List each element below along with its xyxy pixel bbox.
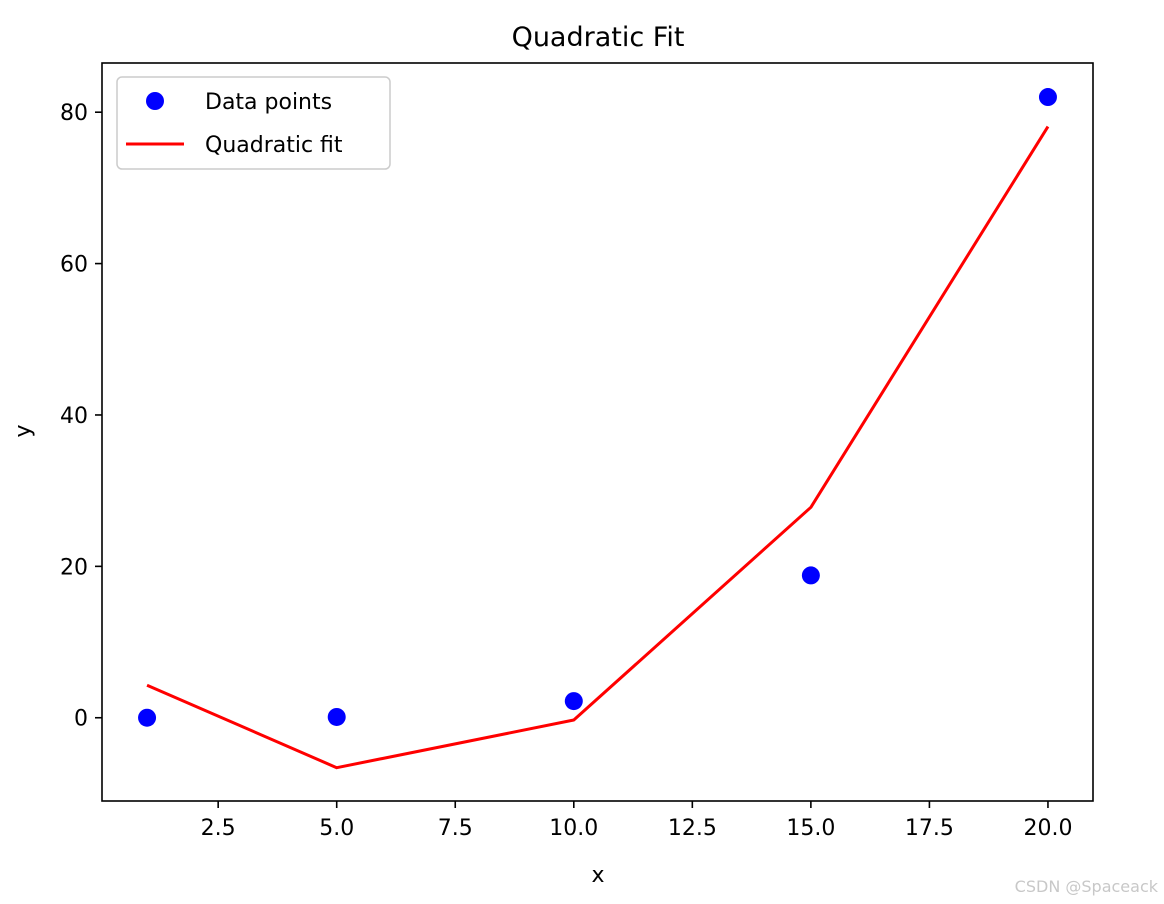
- data-point: [327, 707, 346, 726]
- chart-title: Quadratic Fit: [512, 22, 685, 53]
- data-point: [1038, 88, 1057, 107]
- legend-marker-data-points: [146, 92, 164, 110]
- legend: Data points Quadratic fit: [116, 76, 391, 170]
- legend-label: Data points: [205, 90, 332, 115]
- x-axis-title: x: [591, 863, 604, 888]
- x-tick-label: 12.5: [668, 816, 717, 841]
- data-point: [564, 692, 583, 711]
- x-tick-label: 2.5: [201, 816, 236, 841]
- y-tick-label: 0: [74, 707, 88, 732]
- x-axis: 2.5 5.0 7.5 10.0 12.5 15.0 17.5 20.0: [201, 801, 1072, 841]
- y-tick-label: 60: [60, 253, 88, 278]
- plot-area: [101, 62, 1094, 802]
- legend-box: [116, 76, 391, 170]
- x-tick-label: 17.5: [905, 816, 954, 841]
- x-tick-label: 7.5: [438, 816, 473, 841]
- legend-label: Quadratic fit: [205, 133, 343, 158]
- y-tick-label: 20: [60, 555, 88, 580]
- y-tick-label: 40: [60, 404, 88, 429]
- y-axis-title: y: [11, 424, 36, 437]
- y-axis: 0 20 40 60 80: [60, 101, 102, 732]
- data-point: [138, 708, 157, 727]
- x-tick-label: 15.0: [786, 816, 835, 841]
- x-tick-label: 10.0: [549, 816, 598, 841]
- data-point: [801, 566, 820, 585]
- watermark: CSDN @Spaceack: [1014, 877, 1158, 896]
- y-tick-label: 80: [60, 101, 88, 126]
- fit-line: [146, 125, 1050, 770]
- x-tick-label: 5.0: [319, 816, 354, 841]
- axes-frame: [101, 62, 1094, 802]
- x-tick-label: 20.0: [1023, 816, 1072, 841]
